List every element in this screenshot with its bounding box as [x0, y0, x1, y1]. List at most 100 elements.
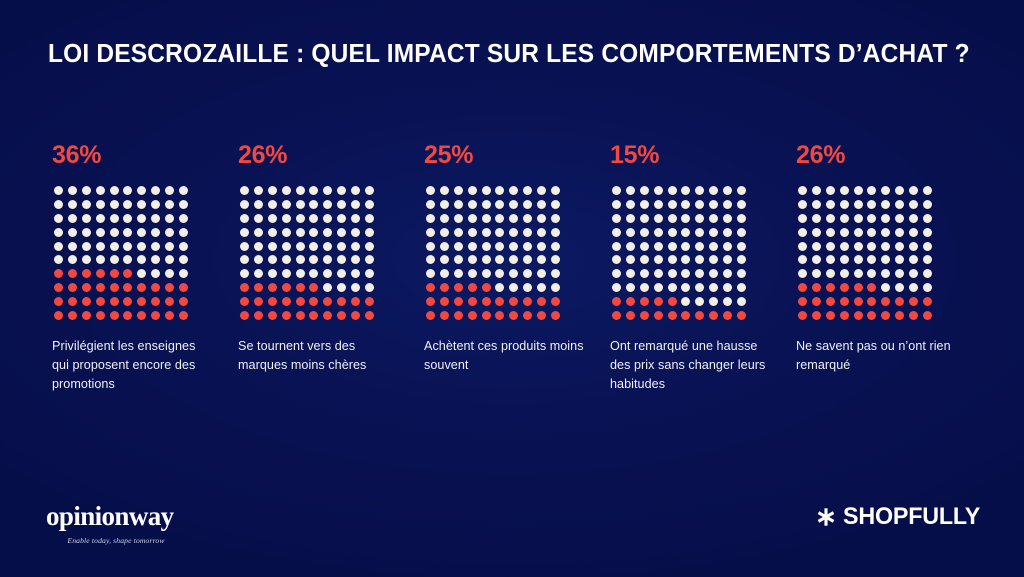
dot-empty: [839, 213, 849, 223]
dot-empty: [908, 282, 918, 292]
dot-filled: [867, 310, 877, 320]
dot-empty: [178, 213, 188, 223]
dot-filled: [722, 310, 732, 320]
dot-empty: [812, 241, 822, 251]
dot-empty: [839, 186, 849, 196]
dot-empty: [908, 213, 918, 223]
dot-empty: [68, 241, 78, 251]
dot-empty: [323, 200, 333, 210]
dot-empty: [323, 269, 333, 279]
dot-empty: [798, 213, 808, 223]
percentage-label: 26%: [238, 141, 288, 169]
dot-empty: [267, 213, 277, 223]
dot-empty: [653, 282, 663, 292]
dot-empty: [695, 282, 705, 292]
dot-filled: [254, 282, 264, 292]
dot-empty: [323, 186, 333, 196]
dot-empty: [267, 269, 277, 279]
percentage-label: 15%: [610, 141, 660, 169]
dot-empty: [639, 255, 649, 265]
dot-filled: [440, 296, 450, 306]
dot-empty: [295, 269, 305, 279]
dot-empty: [736, 282, 746, 292]
dot-empty: [426, 213, 436, 223]
dot-empty: [54, 227, 64, 237]
dot-empty: [350, 241, 360, 251]
dot-empty: [536, 282, 546, 292]
dot-empty: [453, 213, 463, 223]
dot-filled: [453, 296, 463, 306]
dot-empty: [922, 186, 932, 196]
dot-empty: [81, 200, 91, 210]
dot-empty: [722, 255, 732, 265]
dot-empty: [894, 186, 904, 196]
dot-empty: [639, 227, 649, 237]
dot-filled: [178, 310, 188, 320]
dot-filled: [295, 282, 305, 292]
dot-empty: [123, 227, 133, 237]
dot-empty: [695, 227, 705, 237]
dot-filled: [612, 296, 622, 306]
dot-empty: [164, 241, 174, 251]
dot-empty: [695, 255, 705, 265]
dot-empty: [839, 255, 849, 265]
dot-filled: [281, 282, 291, 292]
dot-empty: [426, 200, 436, 210]
stat-caption: Privilégient les enseignes qui proposent…: [52, 338, 196, 392]
dot-empty: [722, 241, 732, 251]
dot-empty: [364, 282, 374, 292]
dot-empty: [708, 255, 718, 265]
dot-empty: [908, 255, 918, 265]
dot-filled: [639, 296, 649, 306]
dot-empty: [522, 186, 532, 196]
waffle-dot-grid: [796, 184, 934, 322]
dot-empty: [95, 241, 105, 251]
dot-filled: [667, 296, 677, 306]
dot-empty: [825, 241, 835, 251]
dot-empty: [164, 213, 174, 223]
stat-caption: Ne savent pas ou n’ont rien remarqué: [796, 338, 951, 373]
dot-filled: [853, 296, 863, 306]
dot-empty: [798, 200, 808, 210]
dot-filled: [426, 296, 436, 306]
dot-filled: [178, 282, 188, 292]
dot-empty: [350, 186, 360, 196]
dot-empty: [281, 227, 291, 237]
dot-filled: [839, 296, 849, 306]
dot-empty: [309, 186, 319, 196]
dot-empty: [736, 213, 746, 223]
dot-filled: [240, 282, 250, 292]
dot-empty: [350, 282, 360, 292]
dot-filled: [309, 282, 319, 292]
dot-empty: [550, 255, 560, 265]
dot-empty: [825, 213, 835, 223]
dot-empty: [68, 200, 78, 210]
dot-empty: [708, 296, 718, 306]
dot-empty: [653, 227, 663, 237]
dot-filled: [440, 282, 450, 292]
dot-empty: [254, 186, 264, 196]
dot-empty: [309, 269, 319, 279]
dot-empty: [536, 269, 546, 279]
waffle-dot-grid: [610, 184, 748, 322]
dot-empty: [612, 186, 622, 196]
dot-empty: [653, 213, 663, 223]
stat-group: 15% Ont remarqué une hausse des prix sans…: [610, 143, 796, 394]
dot-filled: [681, 310, 691, 320]
dot-filled: [68, 282, 78, 292]
dot-empty: [550, 186, 560, 196]
dot-empty: [109, 227, 119, 237]
dot-filled: [81, 310, 91, 320]
dot-empty: [54, 200, 64, 210]
dot-empty: [812, 255, 822, 265]
dot-filled: [364, 310, 374, 320]
dot-empty: [550, 200, 560, 210]
dot-empty: [550, 241, 560, 251]
dot-filled: [95, 296, 105, 306]
dot-empty: [281, 269, 291, 279]
dot-empty: [881, 213, 891, 223]
dot-empty: [536, 241, 546, 251]
dot-empty: [695, 296, 705, 306]
dot-empty: [509, 269, 519, 279]
dot-empty: [426, 255, 436, 265]
